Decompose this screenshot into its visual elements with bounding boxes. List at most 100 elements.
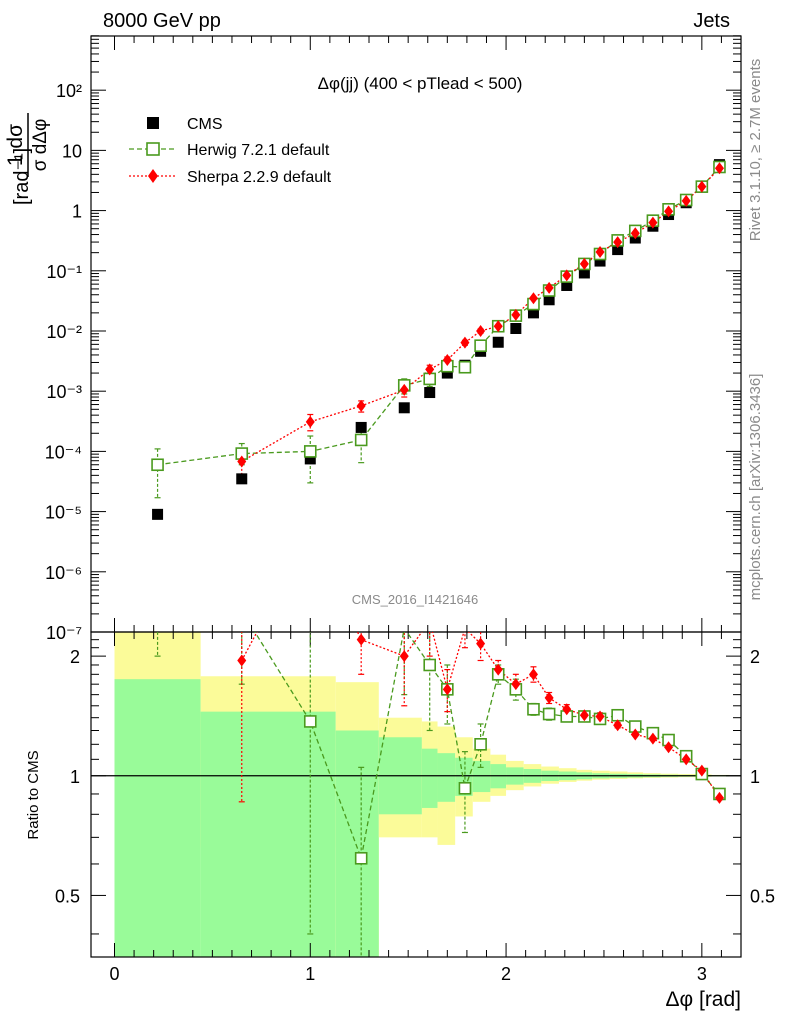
ratio-y-tick-label: 2 [70,647,80,667]
sherpa-ratio-point [697,764,707,777]
plot-title: Δφ(jj) (400 < pTlead < 500) [318,74,523,93]
sherpa-point [714,162,724,175]
main-y-tick-label: 10⁻⁷ [46,623,82,643]
sherpa-ratio-point [528,668,538,681]
legend-label-cms: CMS [187,116,223,133]
band-inner-bin [200,711,336,957]
band-inner-bin [437,753,456,802]
sherpa-point [697,180,707,193]
herwig-line [157,166,720,466]
x-tick-label: 1 [305,964,315,984]
sherpa-point [511,308,521,321]
sherpa-point [613,236,623,249]
ratio-y-tick-label-right: 1 [750,767,760,787]
herwig-ratio-point [354,851,368,865]
sherpa-point [630,227,640,240]
legend-marker-sherpa [148,169,158,183]
sherpa-point [399,383,409,396]
mcplots-note: mcplots.cern.ch [arXiv:1306.3436] [747,374,764,601]
cms-point [527,307,539,319]
herwig-point [458,360,472,374]
cms-point [398,402,410,414]
tick-labels: 0 1 2 3 10⁻⁷ 10⁻⁶ 10⁻⁵ 10⁻⁴ 10⁻³ 10⁻² 10⁻¹ 1 10 10² 0.… [45,81,775,984]
cms-point [594,255,606,267]
main-y-tick-label: 1 [72,202,82,222]
cms-point [424,387,436,399]
sherpa-ratio-line [241,632,721,799]
main-y-tick-label: 10⁻⁶ [45,563,82,583]
ratio-uncertainty-bands [114,632,730,957]
sherpa-point [305,415,315,428]
legend: CMS Herwig 7.2.1 default Sherpa 2.2.9 de… [129,116,332,186]
legend-label-herwig: Herwig 7.2.1 default [187,142,330,159]
sherpa-ratio-point [356,633,366,646]
ratio-y-tick-label-right: 2 [750,647,760,667]
main-ylabel-denominator: σ dΔφ [30,119,51,172]
sherpa-ratio-point [399,650,409,663]
ratio-plot-frame [90,631,742,958]
sherpa-point [648,216,658,229]
herwig-ratio-point [611,708,624,722]
legend-label-sherpa: Sherpa 2.2.9 default [187,169,332,186]
sherpa-ratio-point [613,719,623,732]
sherpa-point [579,257,589,270]
sherpa-ratio-point [664,741,674,754]
sherpa-ratio-point [442,683,452,696]
rivet-note: Rivet 3.1.10, ≥ 2.7M events [747,59,764,242]
sherpa-ratio-point [493,663,503,676]
sherpa-ratio-point [681,753,691,766]
band-inner-bin [421,748,438,808]
sherpa-point [664,205,674,218]
ratio-series-group [154,632,726,957]
sherpa-point [460,336,470,349]
herwig-point [303,445,317,458]
cms-point [578,267,590,279]
sherpa-ratio-point [714,791,724,804]
herwig-ratio-point [423,658,437,672]
sherpa-ratio-point [630,728,640,741]
band-inner-bin [114,679,201,957]
main-ylabel-numerator: 1 dσ [4,124,27,166]
ratio-y-tick-label-right: 0.5 [750,886,775,906]
herwig-ratio-point [527,702,540,716]
herwig-point [151,458,164,472]
ratio-frame-border [90,631,742,958]
band-inner-bin [472,760,491,793]
herwig-point [474,339,487,352]
band-inner-bin [335,730,379,957]
main-series-group [151,159,726,520]
cms-point [543,294,555,306]
herwig-ratio-point [303,715,317,728]
herwig-ratio-point [474,738,487,751]
sherpa-ratio-point [648,732,658,745]
analysis-id: CMS_2016_I1421646 [352,592,479,607]
sherpa-point [528,292,538,305]
legend-marker-cms [147,117,159,129]
left-title: 8000 GeV pp [103,10,221,32]
ratio-y-tick-label: 0.5 [55,886,80,906]
legend-marker-herwig [146,142,160,156]
herwig-ratio-point [458,782,472,795]
sherpa-point [595,246,605,259]
main-y-tick-label: 10⁻³ [46,382,82,402]
sherpa-point [425,363,435,376]
sherpa-point [493,320,503,333]
ratio-y-tick-label: 1 [70,767,80,787]
sherpa-ratio-point [476,637,486,650]
cms-point [492,336,504,348]
sherpa-point [544,281,554,294]
ratio-ylabel: Ratio to CMS [25,750,42,839]
sherpa-line [241,167,720,463]
cms-point [510,322,522,334]
cms-point [441,367,453,379]
cms-point [304,453,316,465]
sherpa-point [356,399,366,412]
sherpa-point [476,324,486,337]
cms-point [152,508,164,520]
sherpa-point [681,194,691,207]
sherpa-ratio-point [579,709,589,722]
main-ylabel: 1 dσ σ dΔφ [4,113,51,177]
main-y-tick-label: 10⁻⁴ [45,442,82,462]
x-tick-label: 3 [697,964,707,984]
